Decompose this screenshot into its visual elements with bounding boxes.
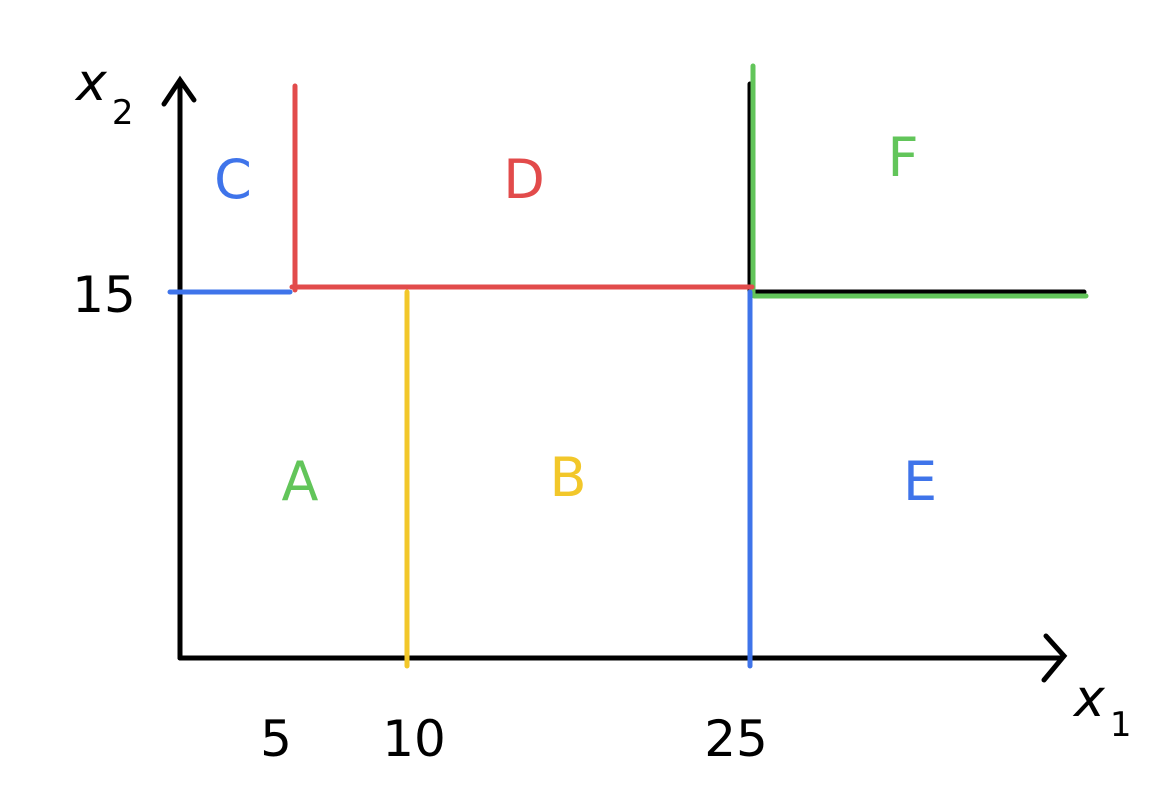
region-labels: C D F A B E [214, 126, 937, 513]
x-tick-label-5: 5 [260, 710, 292, 768]
y-axis-subscript: 2 [112, 93, 134, 133]
region-label-e: E [903, 450, 937, 513]
axes [161, 75, 1068, 683]
x-axis-symbol: x [1072, 669, 1106, 729]
region-label-d: D [503, 148, 545, 211]
y-axis-symbol: x [74, 53, 108, 113]
y-axis-label: x 2 [74, 53, 134, 133]
y-tick-label-15: 15 [72, 266, 136, 324]
tick-labels: 15 5 10 25 [72, 266, 768, 768]
x-axis-subscript: 1 [1110, 705, 1132, 745]
region-label-f: F [887, 126, 918, 189]
y-axis-arrowhead [161, 75, 197, 107]
region-label-c: C [214, 148, 252, 211]
x-tick-label-25: 25 [704, 710, 768, 768]
region-label-b: B [549, 446, 586, 509]
axis-labels: x 2 x 1 [74, 53, 1132, 745]
split-lines [167, 63, 1089, 669]
region-label-a: A [282, 450, 319, 513]
x-axis-label: x 1 [1072, 669, 1132, 745]
x-axis-arrowhead [1041, 633, 1068, 683]
x-tick-label-10: 10 [382, 710, 446, 768]
